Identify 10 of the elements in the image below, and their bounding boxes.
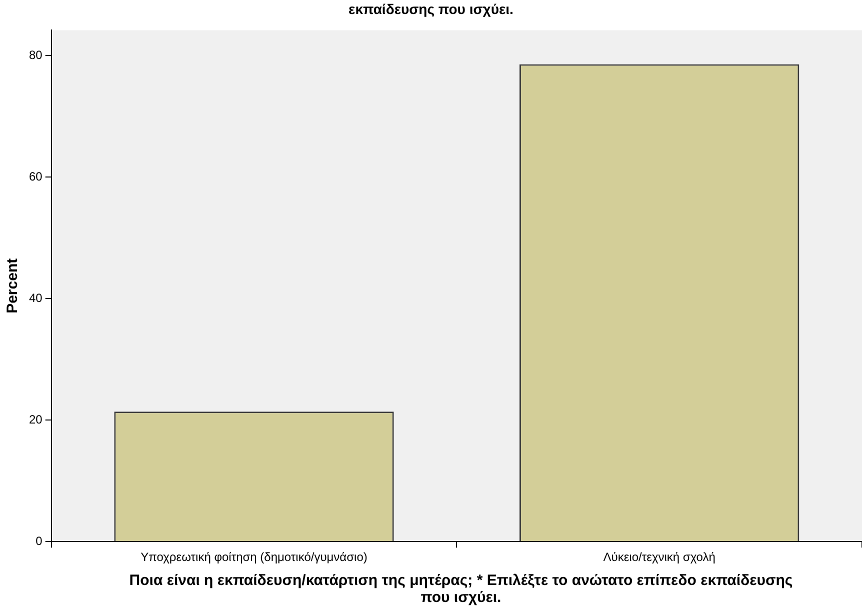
y-tick-label: 60 bbox=[28, 169, 43, 184]
x-tick-label: Υποχρεωτική φοίτηση (δημοτικό/γυμνάσιο) bbox=[140, 550, 368, 564]
y-tick-label: 40 bbox=[28, 290, 43, 305]
x-axis-title: Ποια είναι η εκπαίδευση/κατάρτιση της μητέρας; * Επιλέξτε το ανώτατο επίπεδο εκπαίδευσης που ισχύει. bbox=[128, 572, 794, 606]
y-tick-label: 20 bbox=[28, 412, 43, 426]
y-tick-label: 80 bbox=[28, 48, 43, 62]
y-axis-title: Percent bbox=[4, 258, 22, 314]
x-tick-label: Λύκειο/τεχνική σχολή bbox=[603, 550, 716, 564]
chart-title: εκπαίδευσης που ισχύει. bbox=[348, 0, 514, 19]
y-tick-label: 0 bbox=[36, 534, 43, 548]
